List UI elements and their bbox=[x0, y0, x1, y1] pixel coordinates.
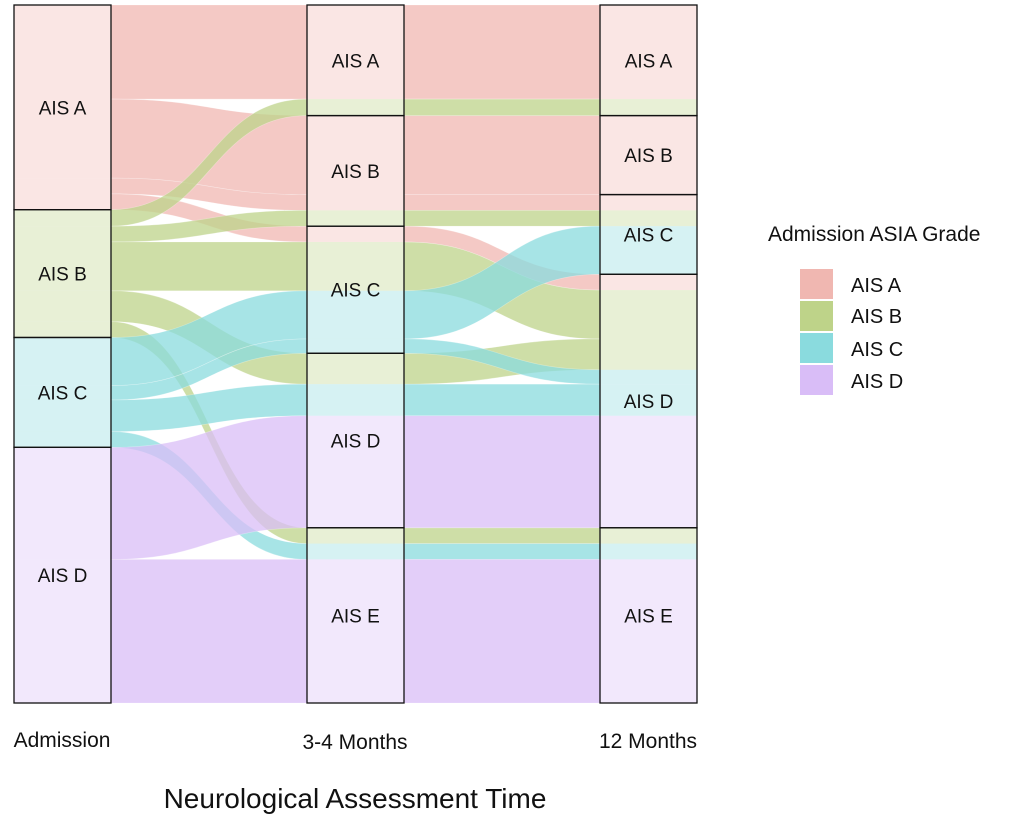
flow-ais-b-ais-b-to-ais-c bbox=[403, 210, 601, 227]
flow-ais-a-ais-a-to-ais-a bbox=[110, 4, 308, 100]
stratum-admission-ais-d bbox=[13, 446, 112, 704]
legend-label-ais-c: AIS C bbox=[851, 339, 903, 361]
lode-ais-b-axis0 bbox=[14, 241, 111, 291]
legend-label-ais-a: AIS A bbox=[851, 275, 902, 297]
lode-ais-d-axis0 bbox=[14, 447, 111, 560]
lode-ais-d-axis1 bbox=[307, 559, 404, 703]
strata-layer: AIS A AIS B AIS C AIS D AIS A AIS B AIS C AIS D… bbox=[13, 4, 698, 704]
x-axis-title: Neurological Assessment Time bbox=[164, 783, 547, 814]
lode-ais-a-axis1 bbox=[307, 115, 404, 195]
lode-ais-c-axis1 bbox=[307, 290, 404, 339]
flow-ais-b-ais-a-to-ais-a bbox=[403, 98, 601, 116]
flow-ais-d-ais-d-to-ais-d bbox=[403, 415, 601, 529]
lode-ais-c-axis2 bbox=[600, 369, 697, 385]
lode-ais-b-axis0 bbox=[14, 226, 111, 242]
lode-ais-c-axis1 bbox=[307, 543, 404, 560]
legend-swatch-ais-c bbox=[800, 333, 833, 363]
axis-label-admission: Admission bbox=[14, 729, 111, 752]
axis-label-3-4-months: 3-4 Months bbox=[302, 731, 407, 754]
stratum-label-admission-ais-d: AIS D bbox=[38, 566, 88, 587]
stratum-3-4-months-ais-e bbox=[306, 527, 405, 704]
stratum-label-12-months-ais-e: AIS E bbox=[624, 606, 673, 627]
stratum-label-admission-ais-b: AIS B bbox=[38, 265, 87, 286]
stratum-label-admission-ais-a: AIS A bbox=[39, 98, 87, 119]
stratum-label-3-4-months-ais-e: AIS E bbox=[331, 606, 380, 627]
lode-ais-b-axis2 bbox=[600, 338, 697, 370]
stratum-label-12-months-ais-c: AIS C bbox=[624, 225, 674, 246]
lode-ais-b-axis0 bbox=[14, 209, 111, 227]
lode-ais-a-axis0 bbox=[14, 178, 111, 194]
stratum-label-12-months-ais-a: AIS A bbox=[625, 51, 673, 72]
lode-ais-c-axis2 bbox=[600, 543, 697, 560]
lode-ais-b-axis1 bbox=[307, 241, 404, 291]
flow-ais-a-ais-b-to-ais-b bbox=[403, 115, 601, 195]
flow-ais-b-ais-b-to-ais-c bbox=[110, 241, 308, 292]
lode-ais-b-axis0 bbox=[14, 321, 111, 338]
flow-ais-a-ais-b-to-ais-c bbox=[403, 194, 601, 211]
lode-ais-c-axis0 bbox=[14, 385, 111, 400]
lode-ais-b-axis1 bbox=[307, 527, 404, 544]
lode-ais-b-axis0 bbox=[14, 290, 111, 322]
legend-swatch-ais-b bbox=[800, 301, 833, 331]
lode-ais-b-axis1 bbox=[307, 353, 404, 385]
flows-layer bbox=[14, 4, 697, 704]
lode-ais-b-axis2 bbox=[600, 99, 697, 116]
lode-ais-b-axis1 bbox=[307, 99, 404, 116]
lode-ais-b-axis2 bbox=[600, 527, 697, 544]
legend-title: Admission ASIA Grade bbox=[768, 223, 980, 246]
lode-ais-a-axis2 bbox=[600, 274, 697, 291]
flow-ais-a-ais-a-to-ais-a bbox=[403, 4, 601, 100]
flow-ais-c-ais-e-to-ais-e bbox=[403, 543, 601, 560]
lode-ais-c-axis2 bbox=[600, 226, 697, 275]
lode-ais-c-axis0 bbox=[14, 337, 111, 386]
lode-ais-d-axis2 bbox=[600, 415, 697, 528]
stratum-label-3-4-months-ais-a: AIS A bbox=[332, 51, 380, 72]
legend-label-ais-d: AIS D bbox=[851, 371, 903, 393]
axis-label-12-months: 12 Months bbox=[599, 730, 697, 753]
stratum-12-months-ais-e bbox=[599, 527, 698, 704]
stratum-label-12-months-ais-d: AIS D bbox=[624, 392, 674, 413]
lode-ais-d-axis2 bbox=[600, 559, 697, 703]
stratum-label-12-months-ais-b: AIS B bbox=[624, 146, 673, 167]
lode-ais-a-axis2 bbox=[600, 115, 697, 195]
lode-ais-a-axis0 bbox=[14, 5, 111, 100]
lode-ais-a-axis1 bbox=[307, 226, 404, 242]
flow-ais-c-ais-d-to-ais-d bbox=[403, 383, 601, 417]
lode-ais-d-axis1 bbox=[307, 415, 404, 528]
lode-ais-b-axis1 bbox=[307, 210, 404, 227]
lode-ais-c-axis2 bbox=[600, 384, 697, 416]
lode-ais-d-axis0 bbox=[14, 559, 111, 703]
lode-ais-a-axis0 bbox=[14, 99, 111, 179]
lode-ais-b-axis2 bbox=[600, 290, 697, 339]
lode-ais-a-axis2 bbox=[600, 5, 697, 100]
legend-swatch-ais-d bbox=[800, 365, 833, 395]
stratum-label-3-4-months-ais-c: AIS C bbox=[331, 281, 381, 302]
stratum-label-3-4-months-ais-b: AIS B bbox=[331, 162, 380, 183]
lode-ais-c-axis0 bbox=[14, 431, 111, 448]
stratum-label-admission-ais-c: AIS C bbox=[38, 383, 88, 404]
legend-swatch-ais-a bbox=[800, 269, 833, 299]
lode-ais-a-axis1 bbox=[307, 194, 404, 211]
lode-ais-c-axis0 bbox=[14, 399, 111, 432]
legend: Admission ASIA Grade AIS A AIS B AIS C A… bbox=[768, 223, 980, 395]
lode-ais-c-axis1 bbox=[307, 338, 404, 354]
lode-ais-b-axis2 bbox=[600, 210, 697, 227]
flow-ais-d-ais-e-to-ais-e bbox=[403, 559, 601, 704]
stratum-label-3-4-months-ais-d: AIS D bbox=[331, 432, 381, 453]
lode-ais-a-axis0 bbox=[14, 193, 111, 210]
flow-ais-d-ais-d-to-ais-e bbox=[110, 559, 308, 704]
legend-label-ais-b: AIS B bbox=[851, 306, 902, 328]
lode-ais-c-axis1 bbox=[307, 384, 404, 416]
lode-ais-a-axis1 bbox=[307, 5, 404, 100]
flow-ais-b-ais-e-to-ais-e bbox=[403, 527, 601, 544]
lode-ais-a-axis2 bbox=[600, 194, 697, 211]
